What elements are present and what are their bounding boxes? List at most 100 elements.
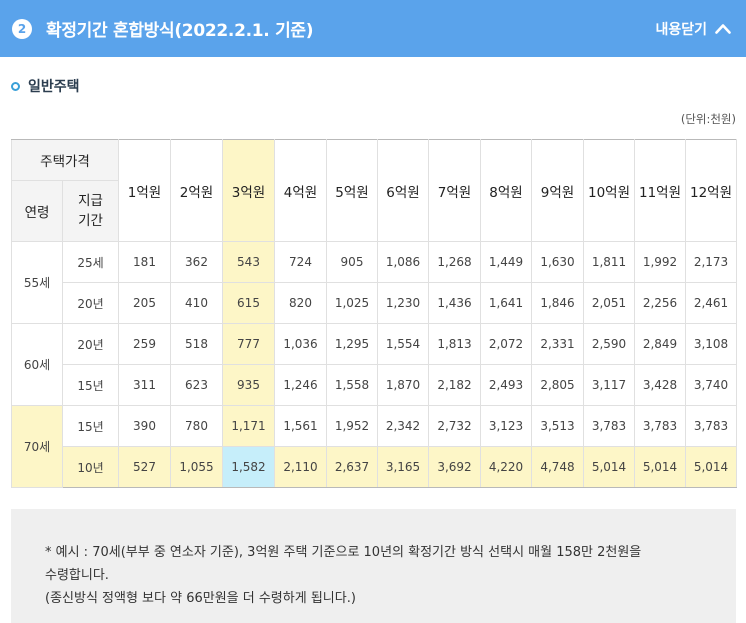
value-cell: 1,295 (326, 323, 378, 365)
value-cell: 780 (170, 405, 223, 447)
value-cell: 2,493 (480, 364, 532, 406)
value-cell: 2,182 (428, 364, 481, 406)
period-cell: 20년 (62, 323, 119, 365)
unit-label: (단위:천원) (680, 112, 736, 126)
column-header: 5억원 (326, 139, 378, 242)
period-cell: 25세 (62, 241, 119, 283)
value-cell: 5,014 (685, 446, 737, 488)
value-cell: 1,870 (377, 364, 429, 406)
value-cell: 527 (118, 446, 171, 488)
value-cell: 1,558 (326, 364, 378, 406)
period-cell: 10년 (62, 446, 119, 488)
value-cell: 2,849 (634, 323, 686, 365)
age-cell: 60세 (11, 323, 63, 406)
value-cell: 390 (118, 405, 171, 447)
value-cell: 623 (170, 364, 223, 406)
value-cell: 362 (170, 241, 223, 283)
value-cell: 1,025 (326, 282, 378, 324)
subsection-title-text: 일반주택 (28, 79, 80, 95)
value-cell: 1,246 (274, 364, 327, 406)
value-cell: 5,014 (634, 446, 686, 488)
column-header: 12억원 (685, 139, 737, 242)
pension-table: 주택가격 1억원 2억원 3억원 4억원 5억원 6억원 7억원 8억원 9억원… (11, 139, 737, 488)
value-cell: 3,108 (685, 323, 737, 365)
value-cell: 935 (222, 364, 275, 406)
value-cell: 1,436 (428, 282, 481, 324)
value-cell: 1,952 (326, 405, 378, 447)
value-cell: 205 (118, 282, 171, 324)
value-cell: 905 (326, 241, 378, 283)
note-line: (종신방식 정액형 보다 약 66만원을 더 수령하게 됩니다.) (45, 591, 356, 606)
value-cell: 410 (170, 282, 223, 324)
table-row: 55세 25세 181 362 543 724 905 1,086 1,268 1,449 1,63… (11, 241, 737, 324)
age-cell: 55세 (11, 241, 63, 324)
value-cell: 1,992 (634, 241, 686, 283)
note-line: 수령합니다. (45, 568, 109, 583)
period-cell: 20년 (62, 282, 119, 324)
table-row: 70세 15년 390 780 1,171 1,561 1,952 2,342 2,732 3,1… (11, 405, 737, 488)
value-cell: 1,086 (377, 241, 429, 283)
value-cell: 1,630 (531, 241, 584, 283)
value-cell: 2,732 (428, 405, 481, 447)
collapse-label: 내용닫기 (655, 21, 707, 38)
value-cell: 1,449 (480, 241, 532, 283)
value-cell: 3,692 (428, 446, 481, 488)
collapse-button[interactable]: 내용닫기 (655, 19, 734, 39)
value-cell: 3,123 (480, 405, 532, 447)
step-number-badge: 2 (12, 18, 32, 39)
header-price: 주택가격 (11, 139, 119, 181)
table-row: 20년 205 410 615 820 1,025 1,230 1,436 1,641 1,846… (12, 282, 737, 324)
value-cell: 724 (274, 241, 327, 283)
value-cell: 1,171 (222, 405, 275, 447)
table-row: 15년 311 623 935 1,246 1,558 1,870 2,182 2,493 2,8… (12, 364, 737, 406)
column-header-highlighted: 3억원 (222, 139, 275, 242)
value-cell: 4,220 (480, 446, 532, 488)
header-age: 연령 (11, 180, 63, 242)
value-cell: 3,513 (531, 405, 584, 447)
column-header: 11억원 (634, 139, 686, 242)
value-cell: 1,055 (170, 446, 223, 488)
column-header: 10억원 (583, 139, 635, 242)
value-cell: 3,165 (377, 446, 429, 488)
value-cell: 518 (170, 323, 223, 365)
subsection-title: 일반주택 (11, 76, 80, 96)
value-cell: 4,748 (531, 446, 584, 488)
column-header: 6억원 (377, 139, 429, 242)
column-header: 1억원 (118, 139, 171, 242)
value-cell: 2,590 (583, 323, 635, 365)
value-cell: 2,173 (685, 241, 737, 283)
age-cell: 70세 (11, 405, 63, 488)
column-header: 7억원 (428, 139, 481, 242)
table-body: 55세 25세 181 362 543 724 905 1,086 1,268 1,449 1,63… (11, 241, 737, 488)
value-cell: 1,811 (583, 241, 635, 283)
value-cell: 1,846 (531, 282, 584, 324)
section-header-title: 확정기간 혼합방식(2022.2.1. 기준) (46, 21, 314, 41)
value-cell: 2,461 (685, 282, 737, 324)
value-cell: 1,230 (377, 282, 429, 324)
value-cell: 2,342 (377, 405, 429, 447)
chevron-up-icon (715, 24, 731, 34)
value-cell: 1,268 (428, 241, 481, 283)
value-cell: 3,428 (634, 364, 686, 406)
value-cell: 1,554 (377, 323, 429, 365)
bullet-icon (11, 81, 20, 91)
value-cell: 1,582 (222, 446, 275, 488)
value-cell: 2,637 (326, 446, 378, 488)
value-cell: 543 (222, 241, 275, 283)
period-cell: 15년 (62, 405, 119, 447)
column-header: 9억원 (531, 139, 584, 242)
note-line: * 예시 : 70세(부부 중 연소자 기준), 3억원 주택 기준으로 10년… (45, 545, 642, 560)
value-cell: 2,051 (583, 282, 635, 324)
value-cell: 1,813 (428, 323, 481, 365)
value-cell: 3,783 (685, 405, 737, 447)
value-cell: 311 (118, 364, 171, 406)
value-cell: 181 (118, 241, 171, 283)
value-cell: 3,783 (634, 405, 686, 447)
example-note: * 예시 : 70세(부부 중 연소자 기준), 3억원 주택 기준으로 10년… (11, 509, 736, 623)
table-row: 60세 20년 259 518 777 1,036 1,295 1,554 1,813 2,072… (11, 323, 737, 406)
value-cell: 2,331 (531, 323, 584, 365)
value-cell: 2,805 (531, 364, 584, 406)
section-header: 2 확정기간 혼합방식(2022.2.1. 기준) 내용닫기 (0, 0, 746, 57)
value-cell: 5,014 (583, 446, 635, 488)
column-header: 8억원 (480, 139, 532, 242)
